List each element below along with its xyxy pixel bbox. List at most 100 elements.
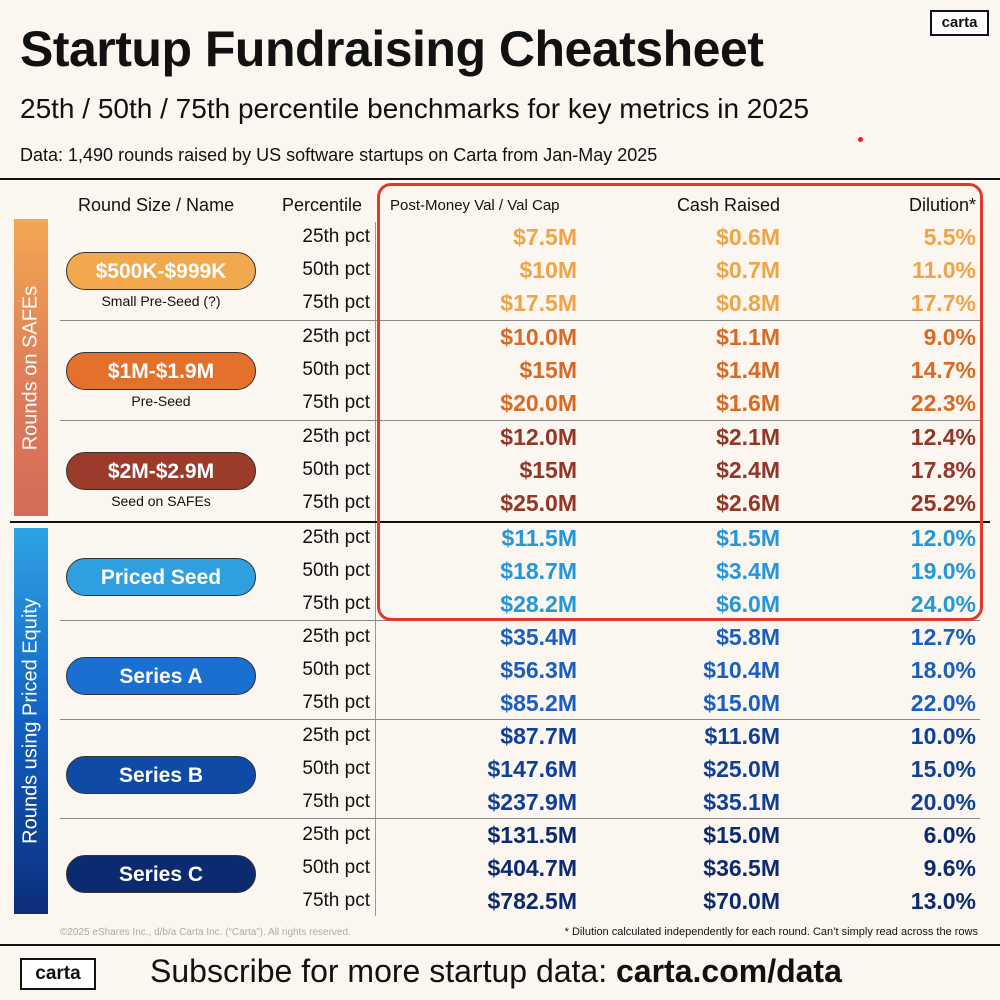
cash-raised-cell: $1.1M bbox=[716, 324, 780, 350]
round-pill: Series B bbox=[66, 756, 256, 794]
percentile-cell: 75th pct bbox=[302, 292, 370, 313]
page-subtitle: 25th / 50th / 75th percentile benchmarks… bbox=[20, 93, 810, 124]
table-row: 75th pct $85.2M $15.0M 22.0% bbox=[0, 687, 1000, 720]
table-row: 25th pct $35.4M $5.8M 12.7% bbox=[0, 621, 1000, 654]
dilution-cell: 22.3% bbox=[910, 390, 976, 416]
post-money-cell: $404.7M bbox=[487, 855, 577, 881]
group-separator bbox=[60, 420, 980, 421]
group-separator bbox=[10, 521, 990, 523]
cash-raised-cell: $0.8M bbox=[716, 290, 780, 316]
table-row: 50th pct $15M $1.4M 14.7% bbox=[0, 354, 1000, 387]
table-row: 75th pct $17.5M $0.8M 17.7% bbox=[0, 287, 1000, 320]
table-row: 25th pct $10.0M $1.1M 9.0% bbox=[0, 321, 1000, 354]
post-money-cell: $237.9M bbox=[487, 789, 577, 815]
round-pill: Priced Seed bbox=[66, 558, 256, 596]
group-separator bbox=[60, 818, 980, 819]
post-money-cell: $17.5M bbox=[500, 290, 577, 316]
table-row: 50th pct $404.7M $36.5M 9.6% bbox=[0, 852, 1000, 885]
percentile-cell: 50th pct bbox=[302, 459, 370, 480]
round-pill: $500K-$999K bbox=[66, 252, 256, 290]
group-separator bbox=[60, 320, 980, 321]
percentile-cell: 75th pct bbox=[302, 791, 370, 812]
percentile-cell: 25th pct bbox=[302, 226, 370, 247]
side-label-safes: Rounds on SAFEs bbox=[14, 219, 48, 516]
cash-raised-cell: $1.6M bbox=[716, 390, 780, 416]
post-money-cell: $87.7M bbox=[500, 723, 577, 749]
round-pill: $2M-$2.9M bbox=[66, 452, 256, 490]
cash-raised-cell: $6.0M bbox=[716, 591, 780, 617]
group-separator bbox=[60, 719, 980, 720]
post-money-cell: $10.0M bbox=[500, 324, 577, 350]
percentile-cell: 25th pct bbox=[302, 326, 370, 347]
percentile-cell: 25th pct bbox=[302, 426, 370, 447]
dilution-cell: 20.0% bbox=[910, 789, 976, 815]
dilution-cell: 14.7% bbox=[910, 357, 976, 383]
post-money-cell: $147.6M bbox=[487, 756, 577, 782]
table-row: 25th pct $11.5M $1.5M 12.0% bbox=[0, 522, 1000, 555]
round-pill: $1M-$1.9M bbox=[66, 352, 256, 390]
post-money-cell: $15M bbox=[519, 457, 577, 483]
post-money-cell: $12.0M bbox=[500, 424, 577, 450]
dilution-cell: 9.6% bbox=[923, 855, 976, 881]
dilution-cell: 11.0% bbox=[912, 257, 976, 283]
dilution-cell: 12.4% bbox=[910, 424, 976, 450]
subscribe-text: Subscribe for more startup data: bbox=[150, 953, 616, 989]
percentile-cell: 75th pct bbox=[302, 492, 370, 513]
percentile-cell: 75th pct bbox=[302, 593, 370, 614]
table-row: 25th pct $87.7M $11.6M 10.0% bbox=[0, 720, 1000, 753]
dilution-cell: 17.7% bbox=[910, 290, 976, 316]
cash-raised-cell: $10.4M bbox=[703, 657, 780, 683]
table-row: 50th pct $18.7M $3.4M 19.0% bbox=[0, 555, 1000, 588]
post-money-cell: $85.2M bbox=[500, 690, 577, 716]
footer-rule bbox=[0, 944, 1000, 946]
header-rule bbox=[0, 178, 1000, 180]
column-header-dilution: Dilution* bbox=[908, 195, 976, 215]
dilution-cell: 9.0% bbox=[923, 324, 976, 350]
percentile-cell: 25th pct bbox=[302, 527, 370, 548]
cash-raised-cell: $2.1M bbox=[716, 424, 780, 450]
cash-raised-cell: $1.5M bbox=[716, 525, 780, 551]
cash-raised-cell: $2.6M bbox=[716, 490, 780, 516]
cash-raised-cell: $11.6M bbox=[704, 723, 780, 749]
percentile-cell: 50th pct bbox=[302, 857, 370, 878]
cash-raised-cell: $36.5M bbox=[703, 855, 780, 881]
table-row: 25th pct $12.0M $2.1M 12.4% bbox=[0, 421, 1000, 454]
column-header-round: Round Size / Name bbox=[78, 195, 235, 215]
table-row: 50th pct $147.6M $25.0M 15.0% bbox=[0, 753, 1000, 786]
cash-raised-cell: $25.0M bbox=[703, 756, 780, 782]
post-money-cell: $18.7M bbox=[500, 558, 577, 584]
page-title: Startup Fundraising Cheatsheet bbox=[20, 21, 764, 77]
dilution-cell: 18.0% bbox=[910, 657, 976, 683]
table-row: 75th pct $25.0M $2.6M 25.2% bbox=[0, 487, 1000, 520]
percentile-cell: 50th pct bbox=[302, 758, 370, 779]
percentile-cell: 25th pct bbox=[302, 626, 370, 647]
round-subtitle: Seed on SAFEs bbox=[111, 493, 211, 509]
cash-raised-cell: $5.8M bbox=[716, 624, 780, 650]
post-money-cell: $15M bbox=[519, 357, 577, 383]
carta-logo: carta bbox=[930, 10, 989, 36]
subscribe-cta: Subscribe for more startup data: carta.c… bbox=[150, 953, 842, 990]
data-note: Data: 1,490 rounds raised by US software… bbox=[20, 145, 658, 165]
percentile-cell: 50th pct bbox=[302, 659, 370, 680]
percentile-cell: 75th pct bbox=[302, 392, 370, 413]
dilution-cell: 19.0% bbox=[910, 558, 976, 584]
dilution-cell: 10.0% bbox=[910, 723, 976, 749]
percentile-cell: 75th pct bbox=[302, 692, 370, 713]
cash-raised-cell: $70.0M bbox=[703, 888, 780, 914]
column-header-percentile: Percentile bbox=[282, 195, 363, 215]
subscribe-link[interactable]: carta.com/data bbox=[616, 953, 842, 989]
cash-raised-cell: $3.4M bbox=[716, 558, 780, 584]
dilution-cell: 12.0% bbox=[910, 525, 976, 551]
post-money-cell: $131.5M bbox=[487, 822, 577, 848]
table-row: 75th pct $28.2M $6.0M 24.0% bbox=[0, 588, 1000, 621]
dilution-cell: 17.8% bbox=[910, 457, 976, 483]
table-row: 50th pct $10M $0.7M 11.0% bbox=[0, 254, 1000, 287]
round-pill: Series A bbox=[66, 657, 256, 695]
round-subtitle: Pre-Seed bbox=[131, 393, 191, 409]
percentile-cell: 25th pct bbox=[302, 725, 370, 746]
dilution-cell: 25.2% bbox=[910, 490, 976, 516]
table-row: 75th pct $237.9M $35.1M 20.0% bbox=[0, 786, 1000, 819]
post-money-cell: $10M bbox=[519, 257, 577, 283]
copyright: ©2025 eShares Inc., d/b/a Carta Inc. (“C… bbox=[60, 927, 351, 938]
dilution-cell: 24.0% bbox=[910, 591, 976, 617]
